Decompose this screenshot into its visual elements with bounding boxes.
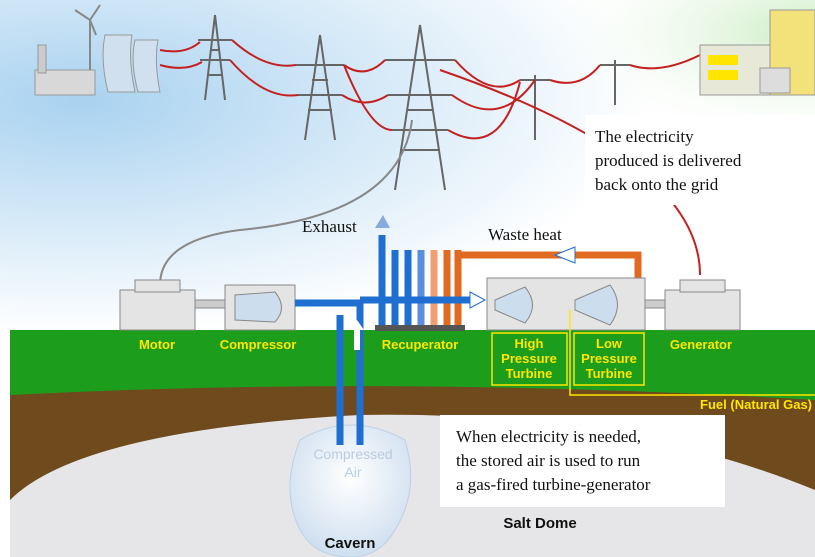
waste-heat-label: Waste heat bbox=[488, 225, 562, 244]
hp-turbine-label: Pressure bbox=[501, 351, 557, 366]
lp-turbine-label: Turbine bbox=[586, 366, 633, 381]
generator-label: Generator bbox=[670, 337, 732, 352]
salt-dome-label: Salt Dome bbox=[503, 515, 576, 532]
grid-note-line: back onto the grid bbox=[595, 175, 719, 194]
hp-turbine-label: High bbox=[515, 336, 544, 351]
hp-turbine-label: Turbine bbox=[506, 366, 553, 381]
motor-label: Motor bbox=[139, 337, 175, 352]
recuperator-label: Recuperator bbox=[382, 337, 459, 352]
fuel-label: Fuel (Natural Gas) bbox=[700, 397, 812, 412]
compressed-air-label: Compressed bbox=[313, 446, 392, 462]
cavern-label: Cavern bbox=[325, 535, 376, 552]
use-note-line: When electricity is needed, bbox=[456, 427, 641, 446]
compressed-air-label: Air bbox=[344, 464, 361, 480]
power-plant bbox=[34, 4, 161, 96]
grid-note-line: produced is delivered bbox=[595, 151, 742, 170]
use-note-line: the stored air is used to run bbox=[456, 451, 641, 470]
factory bbox=[699, 9, 815, 96]
grid-note-box bbox=[585, 115, 815, 205]
grid-note-line: The electricity bbox=[595, 127, 694, 146]
lp-turbine-label: Low bbox=[596, 336, 623, 351]
lp-turbine-label: Pressure bbox=[581, 351, 637, 366]
use-note-box bbox=[440, 415, 725, 507]
exhaust-label: Exhaust bbox=[302, 217, 357, 236]
compressor-label: Compressor bbox=[220, 337, 297, 352]
towers bbox=[198, 14, 630, 191]
cavern-shape bbox=[289, 424, 412, 557]
use-note-line: a gas-fired turbine-generator bbox=[456, 475, 651, 494]
equipment bbox=[119, 215, 815, 445]
